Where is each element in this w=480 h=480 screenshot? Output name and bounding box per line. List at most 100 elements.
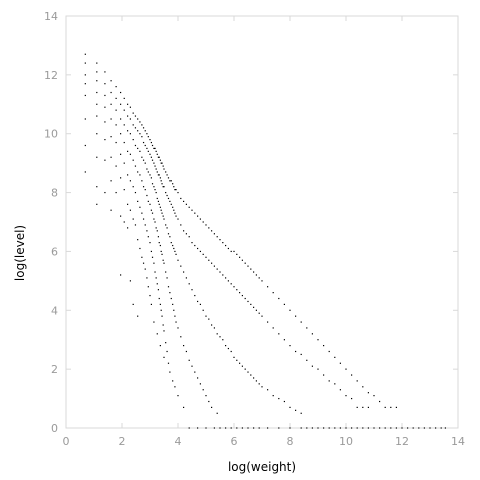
scatter-point bbox=[110, 118, 112, 120]
scatter-point bbox=[110, 103, 112, 105]
scatter-point bbox=[166, 350, 168, 353]
scatter-point bbox=[362, 427, 364, 429]
scatter-point bbox=[127, 227, 129, 229]
scatter-point bbox=[317, 368, 319, 370]
scatter-point bbox=[250, 303, 252, 305]
scatter-point bbox=[278, 333, 280, 335]
scatter-point bbox=[173, 247, 175, 250]
scatter-point bbox=[205, 395, 207, 397]
scatter-point bbox=[202, 389, 204, 391]
scatter-point bbox=[147, 150, 149, 152]
scatter-point bbox=[151, 159, 154, 161]
scatter-point bbox=[150, 250, 152, 253]
scatter-point bbox=[227, 280, 229, 282]
x-tick-label: 14 bbox=[451, 435, 465, 448]
scatter-point bbox=[345, 395, 347, 397]
scatter-point bbox=[367, 427, 369, 429]
scatter-point bbox=[339, 389, 341, 391]
scatter-point bbox=[253, 427, 255, 429]
scatter-point bbox=[225, 277, 227, 279]
scatter-point bbox=[334, 383, 336, 385]
scatter-point bbox=[222, 339, 224, 341]
scatter-point bbox=[255, 274, 257, 276]
scatter-point bbox=[197, 215, 199, 217]
scatter-point bbox=[216, 412, 218, 414]
scatter-point bbox=[154, 147, 156, 150]
scatter-point bbox=[142, 186, 145, 188]
scatter-point bbox=[390, 427, 392, 429]
scatter-point bbox=[104, 106, 106, 108]
scatter-point bbox=[156, 153, 158, 155]
scatter-point bbox=[395, 406, 397, 408]
scatter-point bbox=[158, 203, 160, 205]
scatter-point bbox=[149, 203, 151, 205]
scatter-point bbox=[115, 141, 117, 144]
scatter-point bbox=[216, 333, 218, 335]
scatter-point bbox=[227, 347, 229, 350]
scatter-point bbox=[241, 294, 243, 297]
scatter-point bbox=[339, 427, 341, 429]
scatter-point bbox=[177, 191, 179, 194]
scatter-point bbox=[161, 315, 163, 317]
scatter-point bbox=[278, 397, 280, 400]
scatter-point bbox=[144, 130, 146, 132]
scatter-point bbox=[163, 262, 165, 264]
scatter-point bbox=[395, 427, 397, 429]
scatter-point bbox=[300, 321, 302, 323]
scatter-point bbox=[188, 283, 190, 285]
scatter-point bbox=[247, 371, 249, 373]
scatter-point bbox=[247, 265, 249, 267]
scatter-point bbox=[137, 147, 139, 150]
scatter-point bbox=[317, 339, 319, 341]
scatter-point bbox=[169, 236, 171, 238]
scatter-point bbox=[123, 189, 125, 191]
scatter-point bbox=[407, 427, 409, 429]
scatter-point bbox=[185, 277, 187, 279]
scatter-point bbox=[230, 250, 232, 253]
scatter-point bbox=[129, 180, 131, 182]
scatter-point bbox=[96, 71, 98, 73]
scatter-point bbox=[123, 97, 125, 99]
scatter-point bbox=[149, 294, 151, 297]
scatter-point bbox=[219, 239, 221, 241]
scatter-point bbox=[123, 124, 125, 126]
scatter-point bbox=[132, 112, 134, 114]
scatter-point bbox=[241, 259, 243, 261]
scatter-point bbox=[137, 200, 139, 202]
scatter-point bbox=[165, 171, 167, 173]
scatter-point bbox=[306, 427, 308, 429]
scatter-point bbox=[96, 103, 98, 105]
scatter-point bbox=[165, 191, 167, 194]
scatter-point bbox=[147, 236, 149, 238]
scatter-point bbox=[84, 171, 86, 173]
scatter-point bbox=[96, 186, 98, 188]
scatter-point bbox=[239, 362, 241, 364]
scatter-point bbox=[173, 186, 175, 188]
scatter-point bbox=[132, 218, 134, 220]
scatter-point bbox=[328, 350, 330, 353]
scatter-point bbox=[156, 230, 158, 232]
scatter-point bbox=[323, 345, 325, 347]
scatter-point bbox=[146, 194, 148, 197]
scatter-point bbox=[384, 406, 386, 408]
scatter-point bbox=[146, 168, 148, 170]
scatter-point bbox=[258, 383, 260, 385]
scatter-point bbox=[146, 230, 148, 232]
scatter-point bbox=[244, 368, 246, 370]
scatter-point bbox=[147, 200, 149, 202]
scatter-point bbox=[155, 150, 157, 152]
scatter-point bbox=[159, 244, 161, 247]
scatter-point bbox=[188, 236, 190, 238]
scatter-point bbox=[141, 136, 143, 138]
scatter-point bbox=[175, 215, 177, 217]
scatter-point bbox=[157, 289, 159, 291]
scatter-point bbox=[158, 242, 160, 244]
scatter-point bbox=[261, 280, 263, 282]
scatter-point bbox=[356, 380, 358, 382]
scatter-point bbox=[163, 168, 165, 170]
scatter-point bbox=[169, 200, 171, 202]
scatter-point bbox=[236, 359, 238, 361]
scatter-point bbox=[278, 297, 280, 300]
scatter-point bbox=[339, 362, 341, 364]
scatter-point bbox=[258, 312, 260, 314]
